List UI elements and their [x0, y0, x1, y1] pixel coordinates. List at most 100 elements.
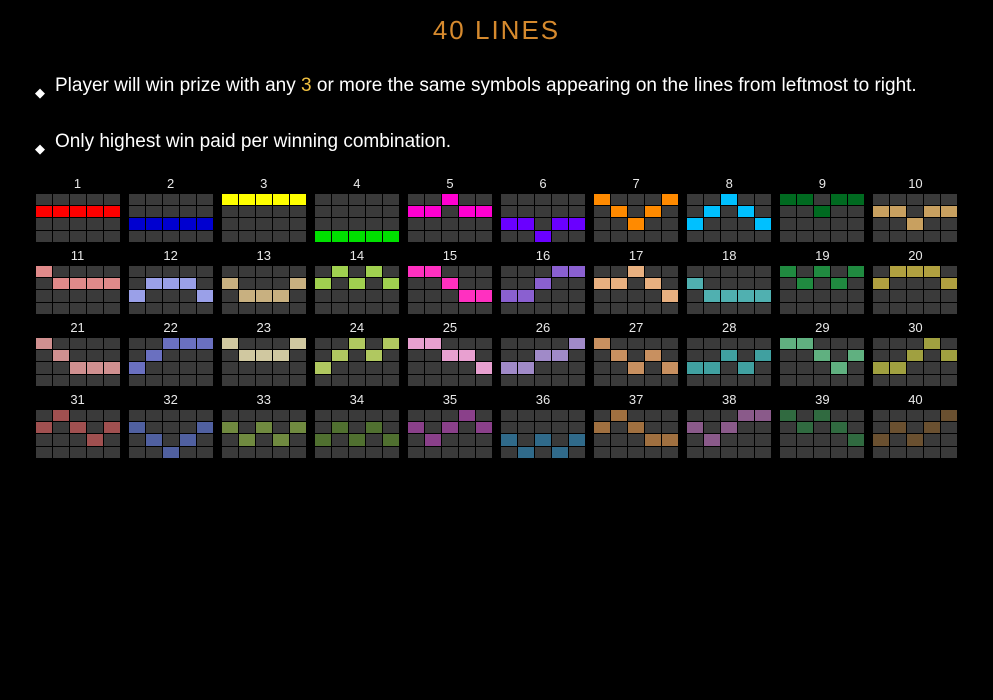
grid-cell — [290, 278, 306, 289]
grid-cell — [907, 194, 923, 205]
grid-cell — [104, 350, 120, 361]
grid-cell — [941, 290, 957, 301]
payline-number: 28 — [722, 320, 736, 335]
grid-cell — [569, 194, 585, 205]
grid-cell — [890, 218, 906, 229]
grid-cell — [129, 362, 145, 373]
grid-cell — [239, 434, 255, 445]
grid-cell — [687, 434, 703, 445]
grid-cell — [873, 434, 889, 445]
grid-cell — [104, 375, 120, 386]
grid-cell — [476, 410, 492, 421]
payline-number: 34 — [350, 392, 364, 407]
payline-30: 30 — [873, 320, 958, 386]
grid-cell — [687, 375, 703, 386]
grid-cell — [941, 375, 957, 386]
payline-number: 30 — [908, 320, 922, 335]
grid-cell — [104, 447, 120, 458]
grid-cell — [628, 362, 644, 373]
grid-cell — [645, 422, 661, 433]
grid-cell — [163, 410, 179, 421]
grid-cell — [501, 303, 517, 314]
grid-cell — [941, 362, 957, 373]
grid-cell — [848, 194, 864, 205]
grid-cell — [814, 350, 830, 361]
grid-cell — [476, 206, 492, 217]
grid-cell — [36, 206, 52, 217]
grid-cell — [873, 375, 889, 386]
grid-cell — [332, 338, 348, 349]
grid-cell — [535, 375, 551, 386]
grid-cell — [239, 266, 255, 277]
grid-cell — [383, 266, 399, 277]
grid-cell — [848, 434, 864, 445]
grid-cell — [146, 362, 162, 373]
grid-cell — [569, 410, 585, 421]
payline-number: 23 — [257, 320, 271, 335]
grid-cell — [873, 266, 889, 277]
grid-cell — [569, 218, 585, 229]
grid-cell — [611, 218, 627, 229]
grid-cell — [924, 410, 940, 421]
grid-cell — [239, 447, 255, 458]
grid-cell — [70, 362, 86, 373]
grid-cell — [87, 375, 103, 386]
grid-cell — [256, 410, 272, 421]
grid-cell — [687, 218, 703, 229]
grid-cell — [890, 194, 906, 205]
grid-cell — [197, 375, 213, 386]
grid-cell — [831, 447, 847, 458]
payline-grid — [408, 266, 492, 314]
grid-cell — [222, 231, 238, 242]
grid-cell — [594, 422, 610, 433]
grid-cell — [501, 266, 517, 277]
payline-14: 14 — [314, 248, 399, 314]
grid-cell — [476, 350, 492, 361]
grid-cell — [53, 290, 69, 301]
grid-cell — [273, 231, 289, 242]
grid-cell — [535, 290, 551, 301]
grid-cell — [53, 194, 69, 205]
grid-cell — [349, 206, 365, 217]
grid-cell — [594, 231, 610, 242]
grid-cell — [70, 206, 86, 217]
grid-cell — [70, 218, 86, 229]
grid-cell — [831, 434, 847, 445]
payline-number: 18 — [722, 248, 736, 263]
grid-cell — [256, 194, 272, 205]
grid-cell — [814, 410, 830, 421]
grid-cell — [501, 231, 517, 242]
payline-grid — [315, 338, 399, 386]
grid-cell — [611, 375, 627, 386]
grid-cell — [518, 350, 534, 361]
grid-cell — [36, 303, 52, 314]
grid-cell — [780, 206, 796, 217]
grid-cell — [662, 290, 678, 301]
grid-cell — [87, 278, 103, 289]
grid-cell — [873, 231, 889, 242]
grid-cell — [70, 447, 86, 458]
grid-cell — [873, 447, 889, 458]
grid-cell — [611, 410, 627, 421]
grid-cell — [569, 422, 585, 433]
grid-cell — [290, 350, 306, 361]
grid-cell — [332, 303, 348, 314]
payline-grid — [594, 338, 678, 386]
grid-cell — [408, 218, 424, 229]
grid-cell — [873, 278, 889, 289]
payline-number: 9 — [819, 176, 826, 191]
grid-cell — [425, 362, 441, 373]
grid-cell — [704, 338, 720, 349]
grid-cell — [628, 290, 644, 301]
grid-cell — [53, 434, 69, 445]
grid-cell — [53, 338, 69, 349]
payline-grid — [780, 194, 864, 242]
grid-cell — [332, 218, 348, 229]
grid-cell — [180, 447, 196, 458]
grid-cell — [873, 218, 889, 229]
grid-cell — [290, 338, 306, 349]
grid-cell — [907, 206, 923, 217]
payline-grid — [36, 410, 120, 458]
grid-cell — [197, 218, 213, 229]
grid-cell — [831, 362, 847, 373]
